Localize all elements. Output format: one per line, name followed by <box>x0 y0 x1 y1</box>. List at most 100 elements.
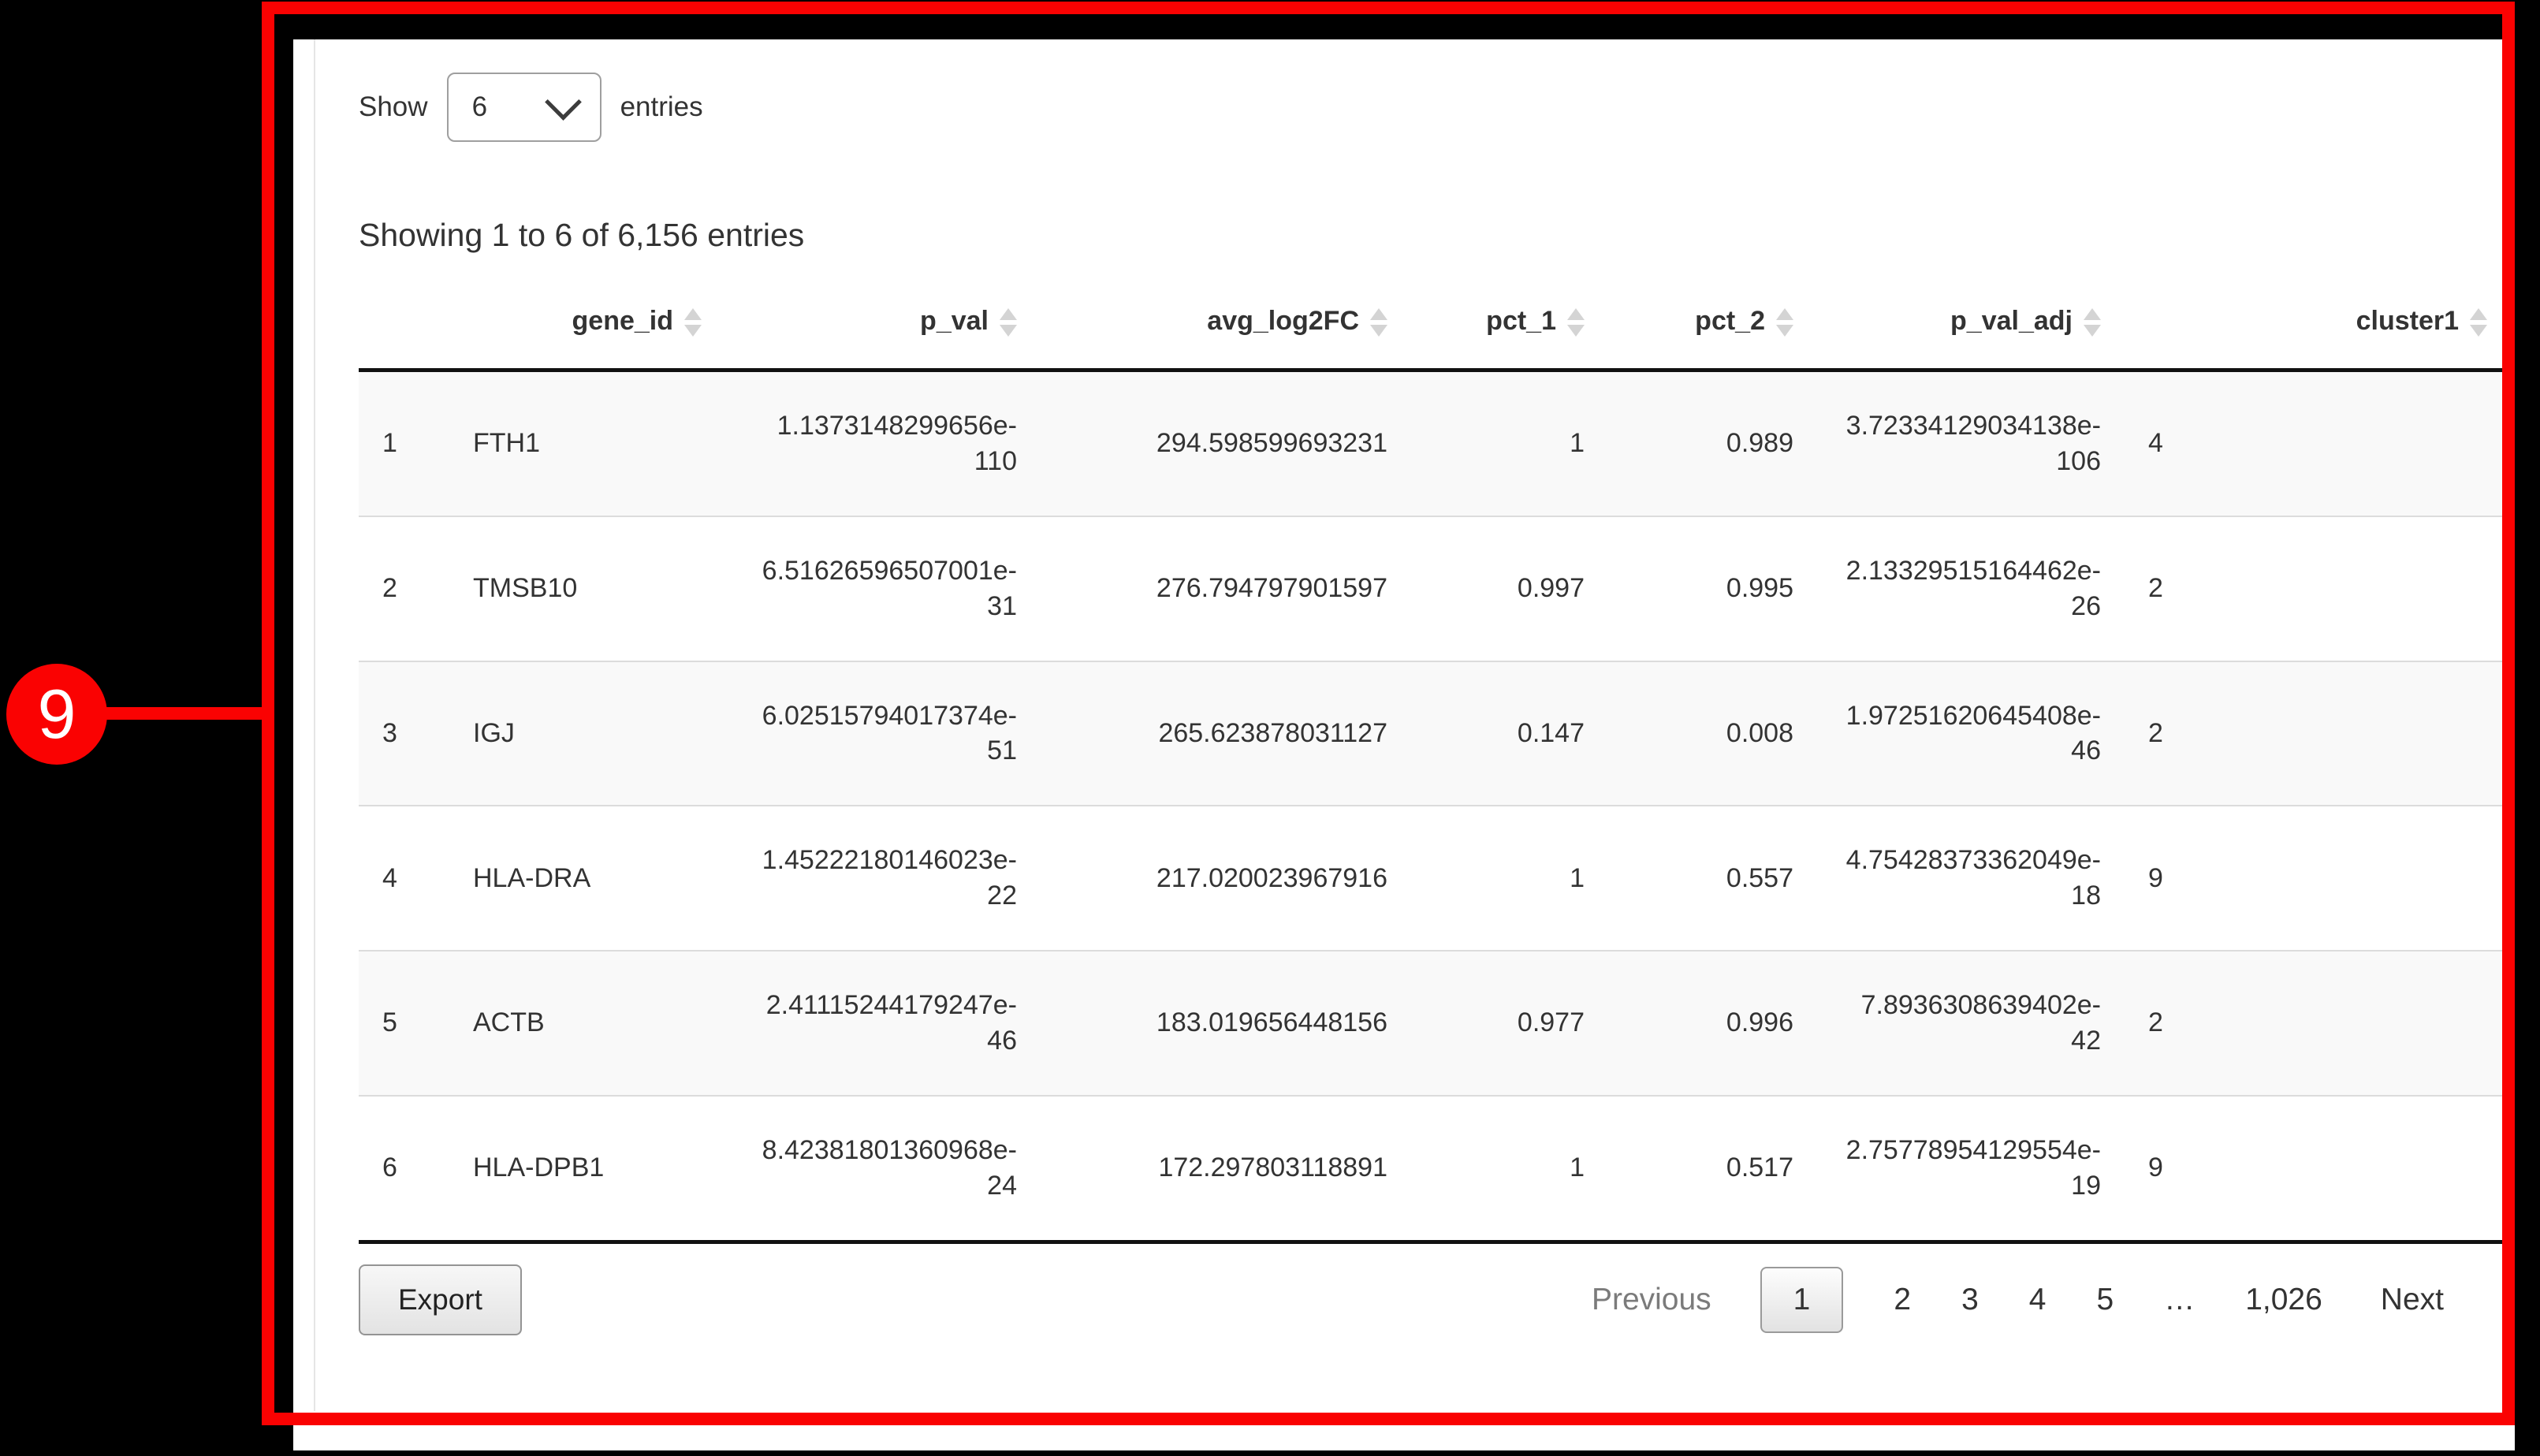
avg-log2fc-cell: 172.297803118891 <box>1158 1153 1387 1183</box>
gene-id-cell: ACTB <box>473 1007 545 1038</box>
datatable-container: Show 6 entries Showing 1 to 6 of 6,156 e… <box>359 39 2515 1335</box>
column-label: gene_id <box>572 306 673 336</box>
column-header-avg-log2fc[interactable]: avg_log2FC <box>1041 279 1411 371</box>
pct-1-cell: 0.997 <box>1517 573 1585 604</box>
annotation-badge-number: 9 <box>37 675 76 753</box>
gene-id-cell: HLA-DRA <box>473 862 591 893</box>
p-val-cell: 1.45222180146023e-22 <box>762 845 1017 911</box>
column-label: p_val <box>920 306 989 336</box>
pagination-page-1026[interactable]: 1,026 <box>2245 1282 2322 1316</box>
column-header-gene-id[interactable]: gene_id <box>449 279 725 371</box>
column-header-cluster1[interactable]: cluster1 <box>2125 279 2511 371</box>
table-row[interactable]: 2 TMSB10 6.51626596507001e-31 276.794797… <box>359 516 2511 661</box>
content-panel: Show 6 entries Showing 1 to 6 of 6,156 e… <box>293 39 2515 1450</box>
column-label: cluster1 <box>2356 306 2459 336</box>
p-val-adj-cell: 4.75428373362049e-18 <box>1845 845 2101 911</box>
results-table: gene_id p_val avg_log2FC pct_1 pct_2 p_v… <box>359 279 2511 1244</box>
row-index: 6 <box>382 1153 397 1183</box>
annotation-badge: 9 <box>6 664 107 765</box>
page-length-control: Show 6 entries <box>359 73 2515 142</box>
pct-2-cell: 0.557 <box>1726 862 1793 893</box>
table-row[interactable]: 6 HLA-DPB1 8.42381801360968e-24 172.2978… <box>359 1095 2511 1242</box>
avg-log2fc-cell: 217.020023967916 <box>1156 862 1387 893</box>
avg-log2fc-cell: 276.794797901597 <box>1156 573 1387 604</box>
table-row[interactable]: 3 IGJ 6.02515794017374e-51 265.623878031… <box>359 661 2511 806</box>
pagination-page-2[interactable]: 2 <box>1894 1282 1912 1316</box>
annotation-connector-line <box>96 707 274 720</box>
p-val-adj-cell: 3.72334129034138e-106 <box>1845 411 2101 476</box>
pct-2-cell: 0.989 <box>1726 428 1793 459</box>
pagination-page-5[interactable]: 5 <box>2096 1282 2114 1316</box>
sort-icon <box>2084 308 2101 337</box>
pct-1-cell: 1 <box>1570 1153 1585 1183</box>
pagination-next[interactable]: Next <box>2380 1282 2444 1316</box>
pagination-previous[interactable]: Previous <box>1591 1282 1711 1316</box>
gene-id-cell: TMSB10 <box>473 573 578 604</box>
avg-log2fc-cell: 294.598599693231 <box>1156 428 1387 459</box>
cluster1-cell: 9 <box>2148 862 2163 893</box>
entries-label: entries <box>620 91 703 122</box>
sort-icon <box>1370 308 1387 337</box>
p-val-adj-cell: 2.75778954129554e-19 <box>1845 1134 2101 1201</box>
table-header-row: gene_id p_val avg_log2FC pct_1 pct_2 p_v… <box>359 279 2511 371</box>
avg-log2fc-cell: 265.623878031127 <box>1158 717 1387 748</box>
p-val-cell: 8.42381801360968e-24 <box>762 1134 1017 1201</box>
cluster1-cell: 2 <box>2148 573 2163 604</box>
row-index: 5 <box>382 1007 397 1038</box>
column-label: pct_1 <box>1486 306 1556 336</box>
pct-1-cell: 0.977 <box>1517 1007 1585 1038</box>
p-val-adj-cell: 2.13329515164462e-26 <box>1845 555 2101 621</box>
p-val-cell: 1.1373148299656e-110 <box>777 411 1017 476</box>
row-index: 2 <box>382 573 397 604</box>
column-label: p_val_adj <box>1950 306 2073 336</box>
pct-2-cell: 0.995 <box>1726 573 1793 604</box>
column-header-p-val[interactable]: p_val <box>725 279 1041 371</box>
pct-2-cell: 0.517 <box>1726 1153 1793 1183</box>
gene-id-cell: IGJ <box>473 717 515 748</box>
table-row[interactable]: 4 HLA-DRA 1.45222180146023e-22 217.02002… <box>359 806 2511 951</box>
avg-log2fc-cell: 183.019656448156 <box>1156 1007 1387 1038</box>
export-button[interactable]: Export <box>359 1264 522 1335</box>
gene-id-cell: FTH1 <box>473 428 540 459</box>
row-index: 3 <box>382 717 397 748</box>
column-header-p-val-adj[interactable]: p_val_adj <box>1817 279 2125 371</box>
p-val-cell: 6.02515794017374e-51 <box>762 700 1017 766</box>
pagination-page-3[interactable]: 3 <box>1961 1282 1979 1316</box>
cluster1-cell: 2 <box>2148 1007 2163 1038</box>
cluster1-cell: 4 <box>2148 428 2163 459</box>
pct-2-cell: 0.008 <box>1726 717 1793 748</box>
column-header-pct-1[interactable]: pct_1 <box>1411 279 1608 371</box>
p-val-adj-cell: 7.8936308639402e-42 <box>1860 990 2101 1056</box>
cluster1-cell: 2 <box>2148 717 2163 748</box>
page-length-value: 6 <box>471 91 488 122</box>
annotation-rectangle <box>262 2 2515 1425</box>
sort-icon <box>1000 308 1017 337</box>
table-row[interactable]: 5 ACTB 2.41115244179247e-46 183.01965644… <box>359 951 2511 1096</box>
p-val-cell: 6.51626596507001e-31 <box>762 555 1017 621</box>
panel-left-divider <box>314 39 315 1411</box>
pct-2-cell: 0.996 <box>1726 1007 1793 1038</box>
show-label: Show <box>359 91 428 122</box>
table-footer: Export Previous 1 2 3 4 5 … 1,026 Next <box>359 1264 2511 1335</box>
pct-1-cell: 1 <box>1570 428 1585 459</box>
pct-1-cell: 1 <box>1570 862 1585 893</box>
pagination-ellipsis: … <box>2164 1282 2195 1316</box>
pagination: Previous 1 2 3 4 5 … 1,026 Next <box>1591 1266 2444 1333</box>
p-val-cell: 2.41115244179247e-46 <box>765 990 1017 1056</box>
pagination-page-4[interactable]: 4 <box>2028 1282 2047 1316</box>
sort-icon <box>684 308 702 337</box>
table-row[interactable]: 1 FTH1 1.1373148299656e-110 294.59859969… <box>359 370 2511 516</box>
page-length-select[interactable]: 6 <box>446 73 601 142</box>
column-header-pct-2[interactable]: pct_2 <box>1608 279 1817 371</box>
pagination-page-1[interactable]: 1 <box>1760 1266 1844 1333</box>
sort-icon <box>1776 308 1793 337</box>
row-index: 4 <box>382 862 397 893</box>
p-val-adj-cell: 1.97251620645408e-46 <box>1845 700 2101 766</box>
cluster1-cell: 9 <box>2148 1153 2163 1183</box>
sort-icon <box>1567 308 1585 337</box>
row-index: 1 <box>382 428 397 459</box>
column-label: pct_2 <box>1695 306 1765 336</box>
pct-1-cell: 0.147 <box>1517 717 1585 748</box>
table-info: Showing 1 to 6 of 6,156 entries <box>359 217 805 253</box>
